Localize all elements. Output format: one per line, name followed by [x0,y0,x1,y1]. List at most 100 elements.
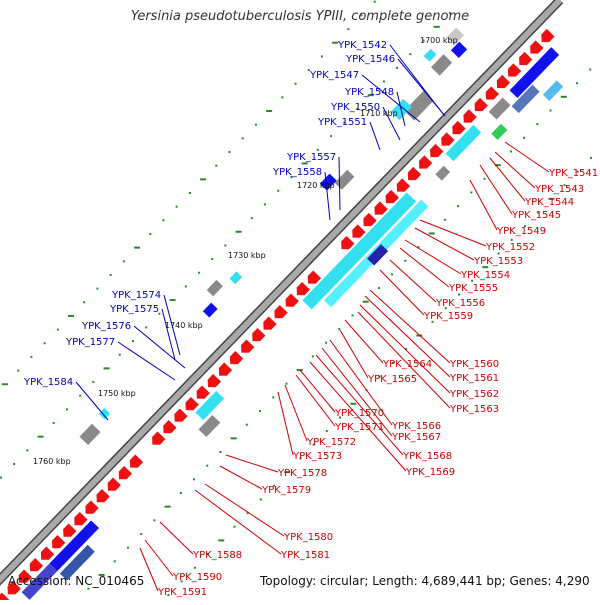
leader-line [194,489,282,555]
gene-label: YPK_1564 [382,359,432,370]
gene-block [198,415,221,438]
gene-arrow [85,500,99,514]
gene-label: YPK_1566 [391,421,441,432]
gc-mark [422,39,425,42]
gc-mark [482,266,489,269]
gc-mark [250,217,253,220]
gc-mark [316,148,319,151]
gc-mark [37,435,44,438]
gc-mark [443,218,446,221]
gene-arrow-shape [129,454,144,468]
gene-label: YPK_1557 [286,152,336,163]
gene-arrow-shape [452,120,466,135]
gene-label: YPK_1571 [334,422,384,433]
gene-label: YPK_1563 [449,404,499,415]
gene-label: YPK_1559 [423,311,473,322]
tick-labels: 1700 kbp 1710 kbp 1720 kbp 1730 kbp 1740 kbp… [33,36,458,466]
gene-arrow-shape [185,396,199,411]
gene-block-shape [509,47,560,98]
gc-mark [285,382,288,385]
gc-mark [448,12,451,15]
gc-mark [207,553,210,556]
leader-line [339,329,369,379]
gene-arrow [530,40,544,54]
leader-line [204,483,285,537]
gene-arrow [507,63,522,77]
gene-block [509,47,560,98]
gc-mark [396,66,399,69]
gene-block [334,169,355,190]
gene-label: YPK_1555 [448,283,498,294]
leader-line [117,341,176,381]
gene-arrow [396,178,411,192]
gene-arrow-shape [218,362,233,376]
gc-mark [198,271,201,274]
leader-line [144,539,174,577]
gene-label: YPK_1547 [309,70,359,81]
gene-arrow [285,293,299,307]
leader-line [321,347,393,437]
leader-line [364,295,451,378]
gene-block [542,80,564,101]
gc-mark [431,320,434,323]
gene-label: YPK_1579 [261,485,311,496]
leader-line [299,369,336,413]
gene-arrow [296,281,310,296]
gene-block-shape [98,408,111,420]
leader-line [489,157,526,202]
gc-mark [536,123,539,126]
leader-line [159,521,194,555]
gc-mark [391,273,394,276]
gc-mark [200,178,207,181]
gene-arrow [74,512,88,526]
gc-mark [259,410,262,413]
leader-line [338,156,341,211]
gene-block-shape [491,123,508,141]
gene-label: YPK_1567 [391,432,441,443]
gene-arrow [418,155,433,169]
gene-arrow [474,97,488,112]
gc-mark [127,546,129,549]
gene-label: YPK_1542 [337,40,387,51]
gc-mark [457,293,460,296]
gc-mark [164,505,171,508]
gene-label: YPK_1581 [280,550,330,561]
gene-arrow-shape [40,546,55,560]
gene-arrow [129,454,144,468]
gc-mark [13,462,16,465]
gene-arrow-shape [374,201,388,215]
genome-backbone [0,0,564,586]
gene-arrow-shape [519,51,533,66]
gc-mark [510,238,513,241]
gc-mark [206,464,209,467]
gc-mark [30,355,33,358]
tick-label: 1720 kbp [297,181,335,190]
gc-mark [301,162,308,165]
gc-mark [235,230,242,233]
gene-block-shape [229,271,243,285]
gene-label: YPK_1561 [449,373,499,384]
gene-block-shape [59,544,95,581]
gene-arrow-shape [418,155,433,169]
gc-mark [179,491,182,494]
gc-mark [0,476,2,479]
gene-block [450,41,468,58]
gene-label: YPK_1591 [157,587,207,598]
gc-mark [167,594,170,597]
gc-mark [367,94,374,97]
gc-mark [228,151,231,154]
gc-mark [523,136,526,139]
gc-mark [131,340,134,343]
leader-line [219,465,263,490]
gc-mark [158,312,161,315]
gc-mark [494,164,501,167]
gc-mark [259,498,262,501]
gene-arrow [307,270,322,284]
gc-mark [254,123,257,126]
gene-block-shape [445,124,482,162]
gene-label: YPK_1580 [283,532,333,543]
gc-mark [122,260,125,263]
gene-arrow [352,224,366,238]
gene-label: YPK_1556 [435,298,485,309]
